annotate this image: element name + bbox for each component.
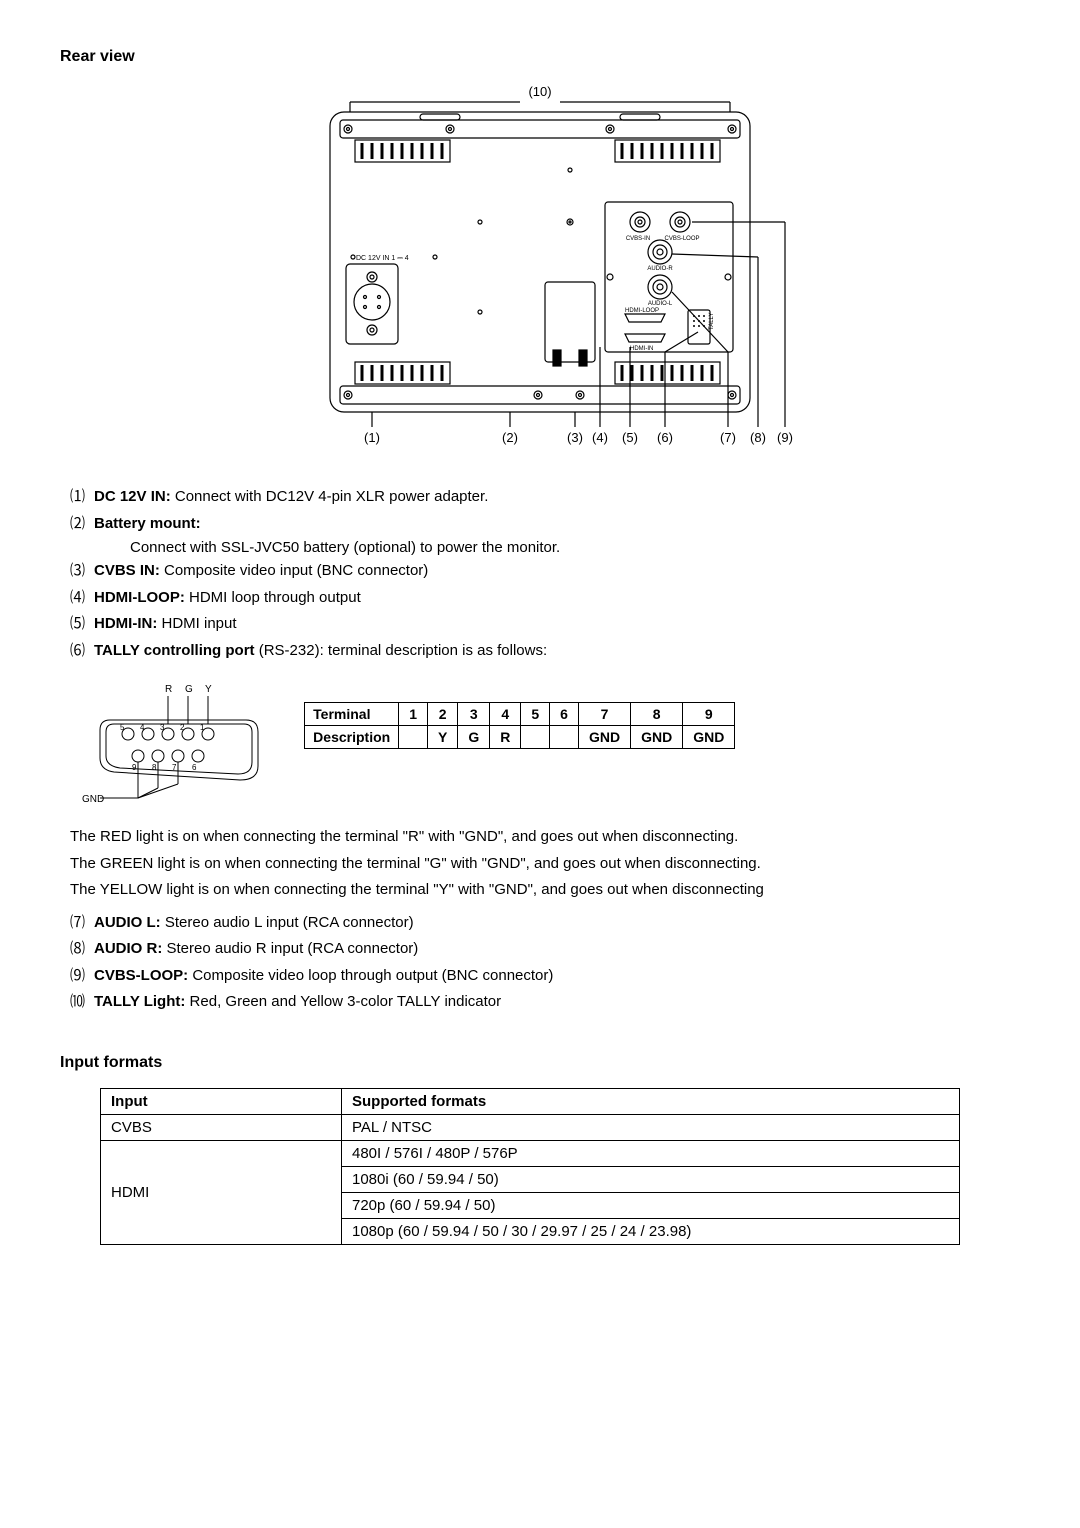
- list-item: ⑴DC 12V IN: Connect with DC12V 4-pin XLR…: [70, 486, 1020, 509]
- svg-text:(4): (4): [592, 430, 608, 445]
- list-item: ⑵Battery mount:: [70, 513, 1020, 536]
- tally-note: The RED light is on when connecting the …: [70, 826, 1020, 849]
- svg-text:(7): (7): [720, 430, 736, 445]
- svg-text:4: 4: [140, 723, 145, 732]
- svg-text:(8): (8): [750, 430, 766, 445]
- svg-text:1: 1: [200, 723, 205, 732]
- svg-text:(2): (2): [502, 430, 518, 445]
- list-item: ⑶CVBS IN: Composite video input (BNC con…: [70, 560, 1020, 583]
- list-item: ⑸HDMI-IN: HDMI input: [70, 613, 1020, 636]
- tally-note: The GREEN light is on when connecting th…: [70, 853, 1020, 876]
- svg-text:Y: Y: [205, 684, 212, 695]
- svg-text:AUDIO-R: AUDIO-R: [647, 266, 673, 272]
- list-item: ⑺AUDIO L: Stereo audio L input (RCA conn…: [70, 912, 1020, 935]
- svg-text:CVBS-LOOP: CVBS-LOOP: [664, 236, 699, 242]
- input-formats-table: Input Supported formats CVBS PAL / NTSC …: [100, 1088, 960, 1245]
- svg-text:TALLY: TALLY: [709, 313, 715, 330]
- list-item: ⑼CVBS-LOOP: Composite video loop through…: [70, 965, 1020, 988]
- svg-text:5: 5: [120, 723, 125, 732]
- svg-text:3: 3: [160, 723, 165, 732]
- list-item: ⑽TALLY Light: Red, Green and Yellow 3-co…: [70, 991, 1020, 1014]
- terminal-table: Terminal123456789 DescriptionYGRGNDGNDGN…: [304, 702, 735, 749]
- svg-text:(1): (1): [364, 430, 380, 445]
- svg-text:GND: GND: [82, 794, 104, 805]
- rear-view-diagram: (10): [60, 82, 1020, 456]
- svg-text:8: 8: [152, 763, 157, 772]
- svg-text:(9): (9): [777, 430, 793, 445]
- list-item: ⑻AUDIO R: Stereo audio R input (RCA conn…: [70, 938, 1020, 961]
- svg-text:6: 6: [192, 763, 197, 772]
- list-item: ⑹TALLY controlling port (RS-232): termin…: [70, 640, 1020, 663]
- tally-note: The YELLOW light is on when connecting t…: [70, 879, 1020, 902]
- svg-text:HDMI-LOOP: HDMI-LOOP: [625, 308, 659, 314]
- rear-items-list-2: ⑺AUDIO L: Stereo audio L input (RCA conn…: [70, 912, 1020, 1014]
- svg-text:(5): (5): [622, 430, 638, 445]
- list-item: Connect with SSL-JVC50 battery (optional…: [130, 539, 1020, 556]
- svg-text:9: 9: [132, 763, 137, 772]
- svg-text:7: 7: [172, 763, 177, 772]
- svg-text:2: 2: [180, 723, 185, 732]
- svg-text:G: G: [185, 684, 193, 695]
- section-rear-view-title: Rear view: [60, 48, 1020, 66]
- tally-notes: The RED light is on when connecting the …: [60, 826, 1020, 902]
- list-item: ⑷HDMI-LOOP: HDMI loop through output: [70, 587, 1020, 610]
- svg-text:DC 12V IN 1 ⎓ 4: DC 12V IN 1 ⎓ 4: [356, 255, 409, 262]
- svg-text:(3): (3): [567, 430, 583, 445]
- svg-text:HDMI-IN: HDMI-IN: [630, 346, 653, 352]
- tally-section: R G Y 5 4 3 2 1: [60, 672, 1020, 822]
- rear-items-list: ⑴DC 12V IN: Connect with DC12V 4-pin XLR…: [70, 486, 1020, 662]
- svg-text:R: R: [165, 684, 172, 695]
- svg-text:CVBS-IN: CVBS-IN: [626, 236, 650, 242]
- svg-text:(6): (6): [657, 430, 673, 445]
- svg-text:AUDIO-L: AUDIO-L: [648, 301, 673, 307]
- label-10: (10): [528, 84, 551, 99]
- section-input-formats-title: Input formats: [60, 1054, 1020, 1072]
